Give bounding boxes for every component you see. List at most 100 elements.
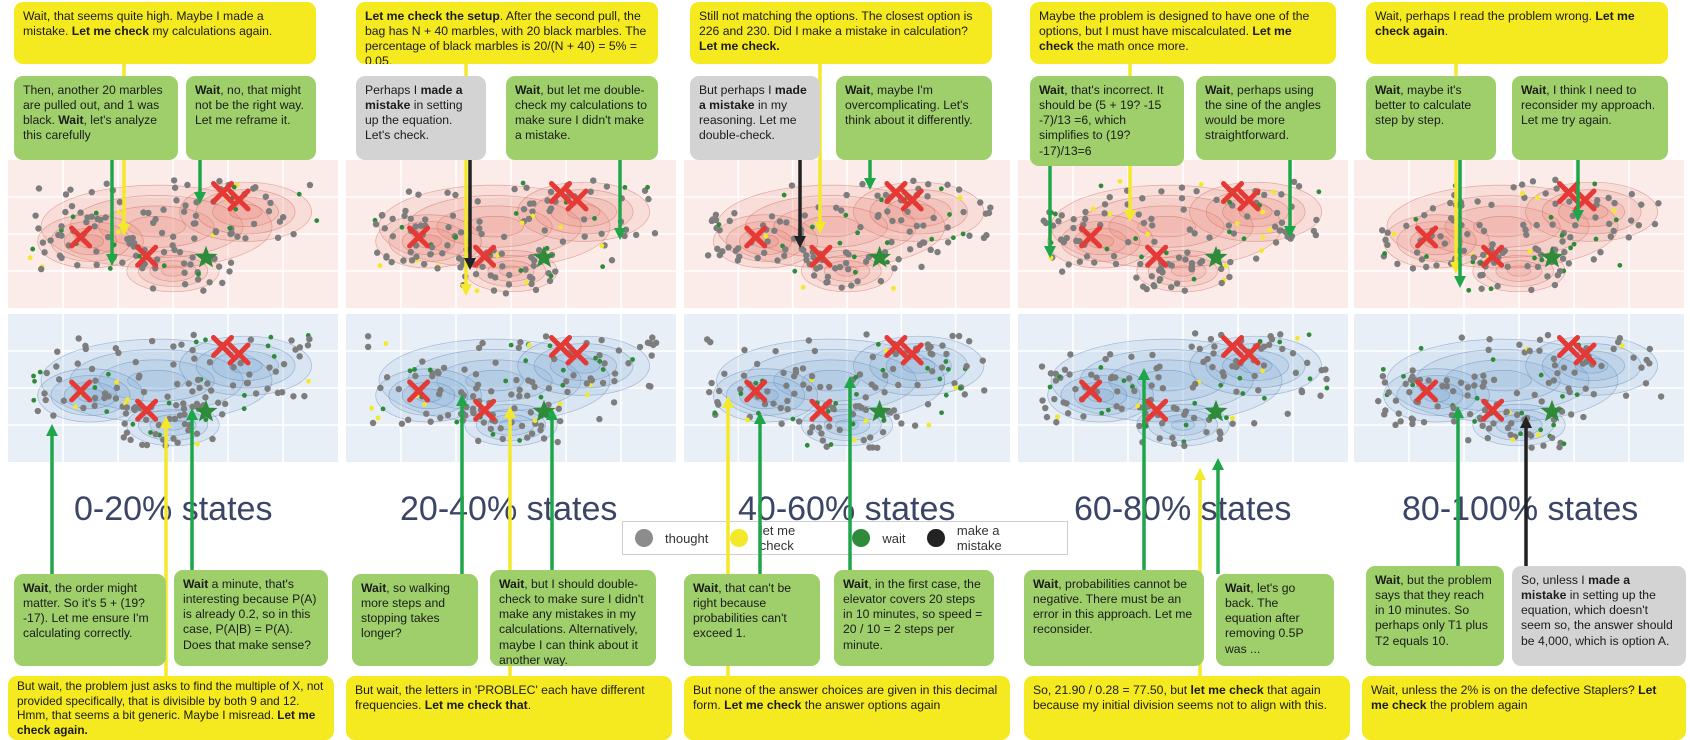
mistake-x-icon	[211, 335, 234, 359]
mistake-x-icon	[900, 188, 924, 212]
scatter-point	[218, 411, 226, 418]
scatter-point	[192, 212, 200, 219]
scatter-point	[924, 181, 932, 188]
mistake-x-icon	[227, 188, 251, 212]
scatter-point	[603, 183, 611, 190]
scatter-point	[415, 191, 422, 198]
annotation-box: Wait, but let me double-check my calcula…	[506, 76, 658, 160]
scatter-point	[180, 405, 188, 412]
scatter-point	[420, 260, 428, 268]
scatter-point	[80, 404, 87, 412]
scatter-point	[160, 248, 168, 256]
scatter-point	[219, 279, 226, 287]
scatter-point	[91, 394, 99, 402]
mistake-x-icon	[809, 244, 833, 268]
scatter-point	[304, 342, 312, 349]
arrow-head-icon	[1520, 416, 1532, 428]
scatter-point	[938, 186, 944, 192]
scatter-point	[408, 257, 416, 264]
scatter-point	[39, 239, 47, 246]
scatter-point	[226, 268, 233, 275]
scatter-point	[181, 269, 188, 277]
scatter-point	[266, 364, 273, 371]
scatter-point	[207, 387, 215, 394]
scatter-point	[529, 378, 536, 386]
scatter-point	[645, 184, 650, 190]
scatter-point	[884, 240, 890, 246]
scatter-point	[176, 248, 184, 256]
mistake-x-icon	[69, 225, 93, 249]
arrow-head-icon	[1124, 210, 1136, 222]
scatter-point	[831, 265, 839, 272]
scatter-point	[116, 198, 124, 206]
scatter-point	[913, 222, 920, 230]
scatter-point	[511, 185, 518, 193]
scatter-point	[115, 229, 121, 235]
scatter-point	[545, 385, 553, 392]
scatter-point	[611, 370, 619, 377]
scatter-point	[955, 186, 963, 193]
scatter-point	[88, 213, 95, 220]
scatter-point	[531, 383, 538, 391]
annotation-box: Wait, but the problem says that they rea…	[1366, 566, 1504, 666]
scatter-point	[877, 277, 885, 285]
scatter-point	[170, 343, 177, 350]
scatter-point	[845, 266, 852, 273]
scatter-point	[267, 199, 274, 207]
scatter-point	[373, 249, 381, 256]
scatter-point	[838, 284, 845, 291]
scatter-point	[412, 223, 419, 230]
scatter-point	[35, 225, 42, 232]
scatter-point	[547, 205, 555, 212]
final-star-icon	[194, 399, 218, 422]
scatter-point	[428, 244, 436, 251]
scatter-point	[560, 382, 566, 388]
scatter-point	[227, 230, 234, 238]
arrow-head-icon	[1452, 406, 1464, 418]
mistake-x-icon	[549, 335, 572, 359]
scatter-point	[34, 407, 42, 415]
scatter-point	[37, 369, 43, 375]
scatter-point	[530, 262, 537, 269]
annotation-box: Wait, perhaps I read the problem wrong. …	[1366, 2, 1668, 64]
arrow-head-icon	[118, 224, 130, 236]
scatter-point	[88, 365, 96, 373]
scatter-point	[204, 380, 211, 387]
annotation-box: Wait, in the first case, the elevator co…	[834, 570, 994, 666]
scatter-point	[712, 211, 720, 219]
scatter-point	[546, 277, 554, 285]
scatter-point	[70, 214, 76, 220]
scatter-point	[960, 208, 967, 216]
scatter-point	[132, 403, 139, 411]
arrow-head-icon	[186, 408, 198, 420]
scatter-point	[227, 225, 233, 231]
scatter-point	[615, 347, 623, 354]
scatter-point	[194, 376, 202, 384]
scatter-point	[383, 341, 389, 346]
arrow-head-icon	[754, 412, 766, 424]
scatter-point	[105, 393, 112, 400]
scatter-point	[891, 265, 898, 272]
scatter-point	[982, 210, 990, 217]
scatter-point	[475, 437, 482, 445]
scatter-point	[792, 268, 798, 274]
arrow-head-icon	[504, 406, 516, 418]
scatter-point	[444, 242, 451, 249]
mistake-x-icon	[884, 181, 908, 205]
scatter-point	[506, 271, 513, 279]
scatter-point	[472, 270, 480, 278]
scatter-point	[895, 256, 902, 263]
scatter-point	[515, 344, 523, 351]
mistake-x-icon	[69, 379, 93, 403]
scatter-point	[191, 355, 198, 362]
scatter-point	[120, 434, 127, 441]
annotation-box: But none of the answer choices are given…	[684, 676, 1010, 740]
scatter-point	[590, 177, 597, 184]
scatter-point	[55, 376, 63, 383]
scatter-point	[155, 421, 163, 429]
scatter-point	[950, 235, 956, 241]
scatter-point	[558, 224, 564, 230]
arrow-head-icon	[1212, 458, 1224, 470]
scatter-point	[453, 235, 458, 240]
scatter-point	[306, 378, 311, 384]
